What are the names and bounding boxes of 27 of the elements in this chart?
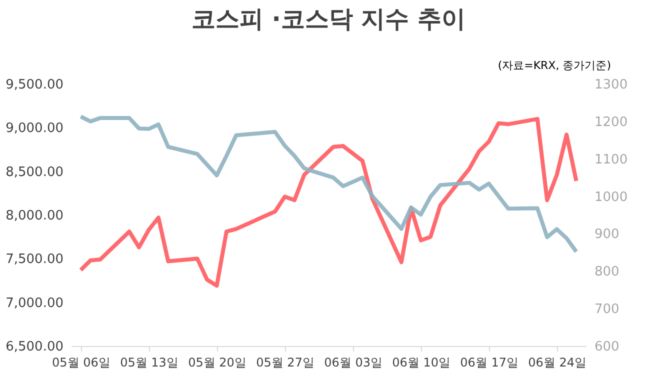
x-tick-label: 05월 27일	[256, 356, 314, 370]
x-tick-label: 06월 17일	[460, 356, 519, 370]
y-tick-label: 9,500.00	[6, 78, 64, 92]
chart-title: 코스피 ·코스닥 지수 추이	[191, 5, 466, 33]
text: (자료=KRX, 종가기준)	[498, 59, 611, 72]
line-series	[78, 114, 578, 254]
y-tick-label: 6,500.00	[6, 340, 64, 354]
y2-tick-label: 1200	[594, 114, 628, 130]
x-tick-label: 06월 03일	[324, 356, 382, 370]
y2-tick-label: 800	[594, 264, 620, 280]
y-tick-label: 7,000.00	[6, 296, 64, 311]
x-tick-label: 05월 13일	[120, 356, 178, 370]
y2-tick-label: 700	[594, 302, 620, 318]
x-tick-label: 05월 20일	[188, 356, 246, 370]
y2-tick-label: 900	[594, 227, 620, 242]
y-tick-label: 7,500.00	[6, 252, 64, 268]
x-tick-label: 06월 10일	[392, 356, 450, 370]
y-tick-label: 8,000.00	[6, 208, 64, 224]
line-series	[78, 116, 578, 288]
y2-tick-label: 1000	[594, 190, 628, 205]
y-tick-label: 8,500.00	[6, 164, 64, 180]
x-tick-label: 06월 24일	[528, 356, 587, 370]
y-tick-label: 9,000.00	[6, 121, 64, 136]
x-tick-label: 05월 06일	[52, 356, 110, 370]
y2-tick-label: 1100	[594, 152, 628, 168]
y2-tick-label: 600	[594, 340, 620, 354]
y2-tick-label: 1300	[594, 78, 628, 92]
